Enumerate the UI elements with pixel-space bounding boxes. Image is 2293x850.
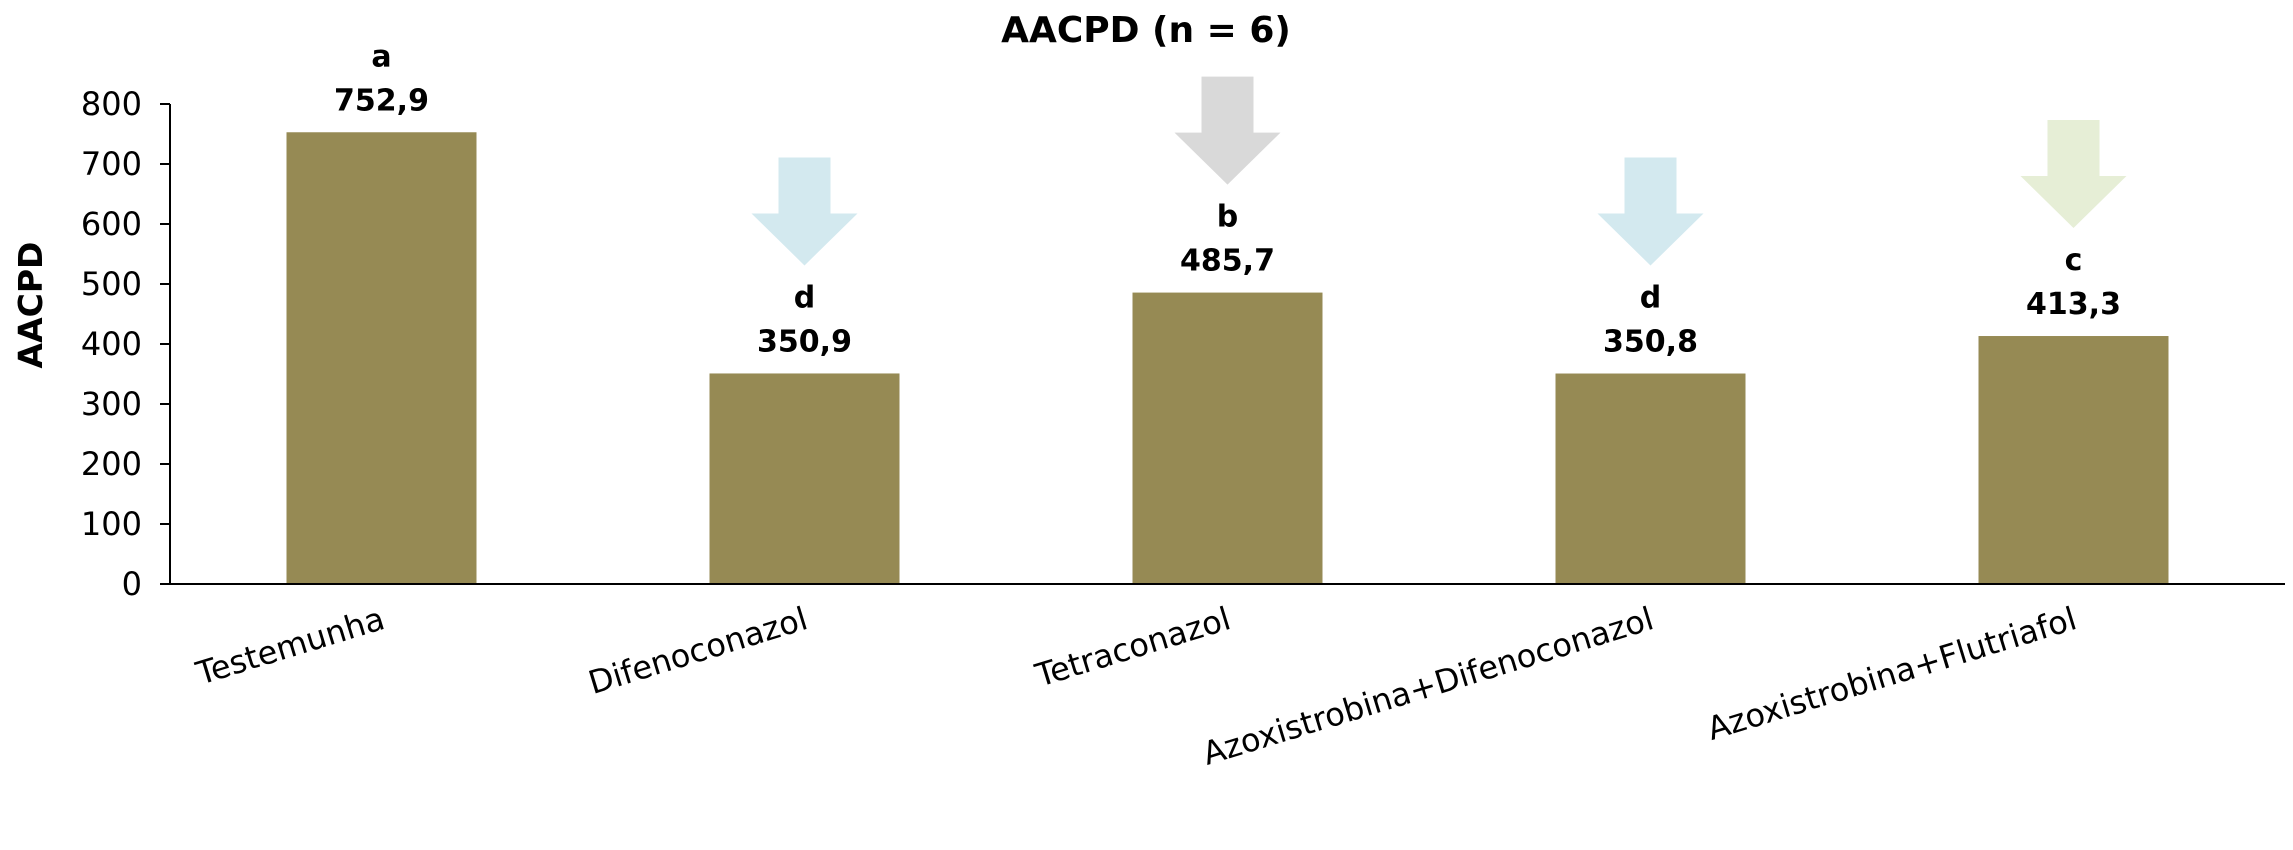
arrow-icon-2 (1597, 157, 1704, 266)
group-letter-3: d (1640, 281, 1661, 316)
bar-1 (709, 373, 900, 584)
y-tick-label-5: 500 (81, 265, 142, 303)
y-tick-label-8: 800 (81, 85, 142, 123)
value-label-0: 752,9 (334, 83, 429, 118)
value-label-1: 350,9 (757, 324, 852, 359)
x-tick-label-0: Testemunha (191, 599, 389, 692)
x-tick-label-4: Azoxistrobina+Flutriafol (1703, 599, 2081, 748)
arrow-icon-3 (2020, 120, 2127, 229)
bars-layer (286, 132, 2169, 584)
bar-2 (1132, 292, 1323, 584)
x-ticks-layer: Testemunha Difenoconazol TetraconazolAzoxi… (191, 599, 2081, 772)
value-label-3: 350,8 (1603, 325, 1698, 360)
value-label-2: 485,7 (1180, 244, 1275, 279)
group-letter-0: a (371, 39, 391, 74)
y-tick-label-1: 100 (81, 505, 142, 543)
y-tick-label-7: 700 (81, 145, 142, 183)
x-tick-label-2: Tetraconazol (1030, 599, 1235, 695)
data-labels-layer: 752,9 a 350,9 d 485,7 b 350,8 d 413,3 c (334, 39, 2121, 359)
bar-3 (1555, 373, 1746, 584)
group-letter-2: b (1217, 200, 1238, 235)
value-label-4: 413,3 (2026, 287, 2121, 322)
bar-0 (286, 132, 477, 584)
arrows-layer (751, 76, 2127, 266)
y-tick-label-4: 400 (81, 325, 142, 363)
y-tick-label-2: 200 (81, 445, 142, 483)
group-letter-4: c (2065, 243, 2083, 278)
y-tick-label-6: 600 (81, 205, 142, 243)
arrow-icon-0 (751, 157, 858, 266)
y-tick-label-3: 300 (81, 385, 142, 423)
x-tick-label-3: Azoxistrobina+Difenoconazol (1198, 599, 1658, 772)
y-ticks-layer: 0 100 200 300 400 500 600 700 800 (81, 85, 142, 603)
x-tick-label-1: Difenoconazol (584, 599, 812, 702)
y-tick-label-0: 0 (122, 565, 142, 603)
chart-title: AACPD (n = 6) (1001, 10, 1291, 51)
group-letter-1: d (794, 280, 815, 315)
axes-layer (160, 103, 2285, 585)
y-axis-label: AACPD (11, 242, 50, 369)
bar-4 (1978, 336, 2169, 584)
arrow-icon-1 (1174, 76, 1281, 185)
